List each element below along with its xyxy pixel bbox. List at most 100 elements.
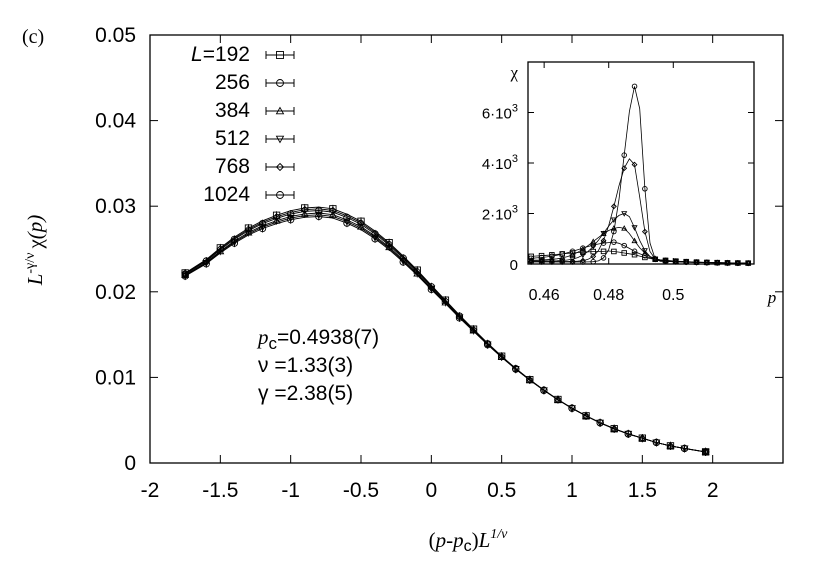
- legend-marker-256: [265, 79, 295, 87]
- data-point-1024: [455, 314, 464, 322]
- annotation-gamma: γ =2.38(5): [258, 382, 353, 405]
- x-label-p: p: [434, 528, 447, 552]
- inset-data-point-1024: [652, 256, 658, 262]
- inset-data-point-768: [610, 203, 617, 210]
- data-point-1024: [181, 272, 189, 280]
- main-x-tick-label: -2: [141, 479, 160, 502]
- legend-marker-1024: [265, 191, 295, 199]
- legend-symbol-512: [275, 135, 285, 144]
- inset-data-point-1024: [745, 260, 751, 266]
- data-point-1024: [624, 430, 632, 438]
- inset-data-point-384: [569, 251, 576, 257]
- data-point-384: [272, 216, 281, 224]
- legend-marker-192: [265, 51, 295, 59]
- inset-y-tick-exp: 3: [512, 204, 518, 216]
- legend-marker-512: [265, 135, 295, 144]
- x-label-L: L: [478, 528, 491, 552]
- main-x-tick-label: 0.5: [487, 479, 516, 502]
- data-point-768: [385, 240, 393, 248]
- data-point-768: [272, 212, 281, 221]
- legend-entry-256: 256: [215, 71, 250, 94]
- inset-data-point-256: [528, 255, 534, 262]
- data-point-384: [300, 209, 309, 217]
- data-point-1024: [287, 216, 295, 224]
- inset-data-point-1024: [683, 259, 689, 265]
- inset-x-tick-label: 0.46: [529, 287, 560, 304]
- main-x-tick-label: -1: [281, 479, 300, 502]
- data-point-1024: [701, 448, 710, 456]
- data-point-512: [342, 218, 351, 226]
- inset-data-point-1024: [693, 259, 700, 266]
- main-plot-frame: [149, 34, 784, 464]
- inset-data-point-1024: [631, 83, 638, 90]
- y-label-exponent: -γ/ν: [23, 253, 38, 274]
- annotation-pc-value: =0.4938(7): [277, 326, 379, 349]
- main-x-tick-label: -1.5: [202, 479, 238, 502]
- legend-symbol-1024: [276, 191, 284, 199]
- inset-y-tick-label: 6·103: [482, 103, 518, 123]
- inset-data-point-384: [631, 237, 638, 244]
- legend-entry-768: 768: [215, 155, 250, 178]
- inset-data-point-192: [600, 248, 607, 255]
- inset-data-point-512: [569, 256, 576, 263]
- inset-data-point-512: [579, 252, 586, 259]
- inset-data-point-1024: [704, 259, 710, 266]
- legend-title-value: =192: [203, 43, 250, 66]
- x-label-exponent: 1/ν: [490, 527, 508, 542]
- inset-data-point-1024: [642, 186, 648, 192]
- data-point-1024: [371, 235, 379, 243]
- fit-parameters: pc=0.4938(7) ν =1.33(3) γ =2.38(5): [256, 325, 379, 405]
- x-label-pc-subscript: c: [464, 538, 472, 555]
- x-label-open: (: [429, 528, 436, 552]
- y-label-arg: (p): [23, 215, 47, 240]
- data-point-768: [244, 225, 253, 234]
- inset-y-tick-base: 6·10: [482, 106, 512, 123]
- inset-y-tick-exp: 3: [512, 103, 518, 115]
- inset-data-point-384: [579, 245, 586, 252]
- main-x-tick-label: 2: [707, 479, 719, 502]
- inset-y-axis-label: χ: [509, 63, 518, 82]
- inset-data-point-256: [631, 248, 638, 255]
- inset-data-point-256: [569, 248, 576, 255]
- inset-data-point-192: [631, 251, 638, 258]
- y-label-L: L: [23, 274, 47, 287]
- x-label-pc: p: [451, 528, 464, 552]
- data-point-1024: [540, 386, 548, 395]
- inset-data-point-1024: [569, 259, 576, 265]
- annotation-nu-symbol: ν: [258, 354, 269, 377]
- inset-data-point-768: [631, 161, 638, 168]
- annotation-gamma-symbol: γ: [258, 382, 269, 405]
- inset-plot-frame: [527, 61, 755, 265]
- inset-data-point-1024: [549, 259, 555, 265]
- main-y-tick-label: 0.01: [95, 366, 136, 389]
- inset-y-tick-base: 0: [510, 257, 518, 274]
- inset-data-point-1024: [724, 260, 731, 266]
- main-y-tick-label: 0: [124, 452, 136, 475]
- inset-data-point-256: [549, 253, 555, 259]
- inset-data-point-1024: [528, 259, 534, 265]
- legend-entry-512: 512: [215, 127, 250, 150]
- main-y-axis-label: L-γ/ν χ(p): [23, 215, 47, 287]
- inset-data-point-1024: [735, 260, 741, 266]
- inset-y-tick-label: 4·103: [482, 153, 518, 173]
- inset-data-point-192: [621, 250, 627, 256]
- series-1024: [181, 212, 710, 456]
- data-point-1024: [315, 212, 323, 221]
- inset-data-point-1024: [559, 259, 565, 265]
- inset-data-point-1024: [673, 259, 679, 265]
- inset-data-point-192: [580, 249, 586, 255]
- inset-data-point-384: [590, 238, 597, 244]
- data-point-1024: [483, 341, 492, 349]
- inset-data-point-384: [641, 249, 648, 256]
- main-y-tick-label: 0.02: [95, 281, 136, 304]
- inset-data-point-384: [621, 225, 628, 231]
- data-point-1024: [399, 258, 407, 266]
- inset-data-point-1024: [590, 258, 596, 265]
- inset-y-tick-label: 0: [510, 257, 518, 274]
- legend-markers: [265, 51, 295, 199]
- inset-data-point-1024: [538, 259, 545, 265]
- legend-entry-192: L=192: [191, 43, 250, 66]
- y-label-chi: χ: [23, 239, 47, 250]
